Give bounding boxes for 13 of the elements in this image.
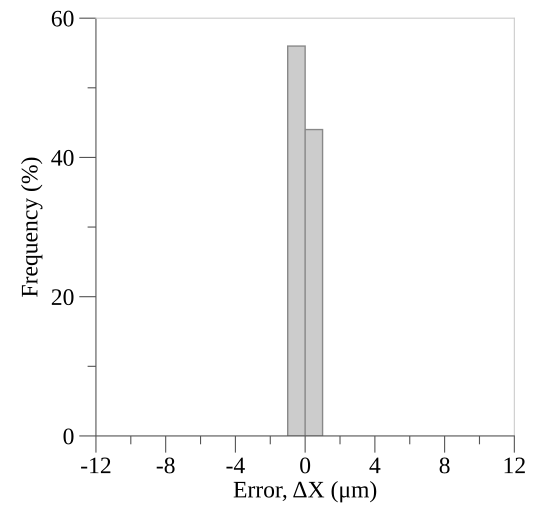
y-tick-label: 20 <box>52 289 74 306</box>
x-tick-label: 12 <box>504 458 525 474</box>
x-tick-label: -8 <box>156 457 175 474</box>
x-tick-label: 4 <box>369 458 380 474</box>
y-tick-label: 60 <box>52 10 74 27</box>
y-tick-label: 40 <box>51 150 74 166</box>
x-tick-label: 0 <box>300 457 310 474</box>
x-axis-title: Error, ΔX (μm) <box>234 480 376 502</box>
x-tick-label: 8 <box>440 457 450 474</box>
y-axis-title: Frequency (%) <box>20 158 42 297</box>
x-tick-label: -4 <box>226 458 245 474</box>
x-tick-label: -12 <box>81 458 110 474</box>
y-tick-label: 0 <box>64 428 74 444</box>
